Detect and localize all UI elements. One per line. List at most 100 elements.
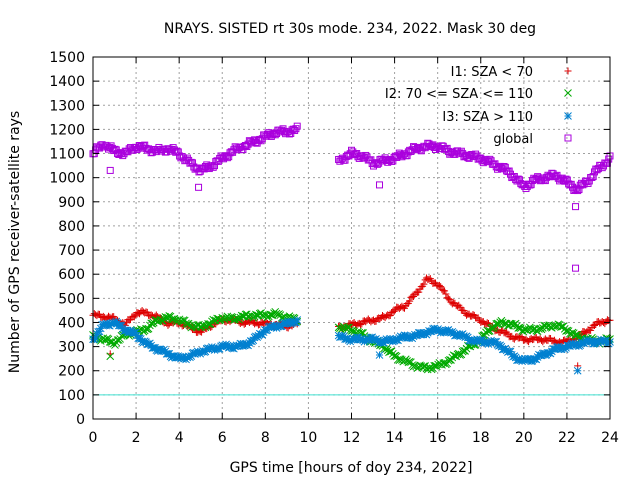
y-axis-label: Number of GPS receiver-satellite rays [7, 111, 23, 373]
y-tick-label: 1200 [49, 122, 85, 138]
data-point [442, 290, 450, 298]
y-tick-label: 500 [58, 291, 85, 307]
data-point [147, 319, 156, 328]
y-tick-label: 1300 [49, 98, 85, 114]
data-point [187, 352, 196, 360]
data-series [89, 122, 614, 375]
x-tick-label: 2 [132, 430, 141, 446]
legend-item: global [493, 132, 572, 147]
data-point [277, 322, 286, 331]
data-point [553, 343, 561, 352]
data-point [546, 349, 555, 358]
data-point [351, 335, 360, 344]
outlier-point [195, 183, 203, 191]
y-tick-label: 200 [58, 364, 85, 380]
data-point [136, 335, 145, 343]
x-tick-label: 22 [558, 430, 576, 446]
data-point [437, 283, 445, 291]
data-point [292, 125, 300, 133]
data-point [441, 287, 449, 295]
data-point [254, 331, 263, 340]
legend-item: I2: 70 <= SZA <= 110 [385, 87, 572, 102]
series-square [89, 122, 614, 195]
data-point [394, 336, 402, 345]
x-tick-label: 14 [386, 430, 404, 446]
data-point [131, 328, 140, 337]
y-tick-label: 1500 [49, 50, 85, 66]
data-point [143, 308, 151, 316]
data-point [223, 341, 232, 350]
data-point [406, 297, 414, 305]
legend-label: global [493, 132, 533, 147]
y-tick-label: 1400 [49, 74, 85, 90]
legend-label: I2: 70 <= SZA <= 110 [385, 87, 533, 102]
outlier-point [572, 203, 580, 211]
legend-label: I3: SZA > 110 [442, 110, 533, 125]
x-axis-label: GPS time [hours of doy 234, 2022] [230, 460, 473, 476]
data-point [293, 122, 301, 130]
data-point [345, 323, 353, 332]
data-point [435, 326, 444, 335]
data-point [224, 343, 233, 352]
data-point [105, 337, 114, 346]
data-point [533, 353, 542, 361]
data-point [201, 347, 210, 356]
y-tick-label: 1100 [49, 147, 85, 163]
data-point [164, 321, 172, 329]
legend-marker [564, 89, 572, 97]
data-point [117, 321, 126, 330]
outlier-point [572, 264, 580, 272]
data-point [263, 325, 272, 334]
data-point [244, 341, 252, 350]
data-point [557, 323, 565, 331]
data-point [514, 324, 523, 332]
data-point [292, 318, 300, 327]
data-point [118, 324, 127, 333]
data-point [420, 280, 428, 288]
data-point [435, 281, 443, 289]
data-point [95, 327, 104, 336]
y-tick-label: 300 [58, 340, 85, 356]
y-tick-label: 700 [58, 243, 85, 259]
data-point [589, 173, 597, 181]
chart-title: NRAYS. SISTED rt 30s mode. 234, 2022. Ma… [164, 21, 536, 37]
legend: I1: SZA < 70 I2: 70 <= SZA <= 110 I3: SZA … [385, 65, 572, 147]
data-point [421, 362, 430, 370]
outlier-point [573, 366, 582, 375]
data-point [405, 357, 414, 366]
data-point [111, 341, 119, 349]
data-point [357, 321, 365, 329]
data-point [217, 315, 225, 324]
x-tick-label: 6 [218, 430, 227, 446]
data-point [127, 327, 136, 335]
data-point [91, 334, 100, 342]
x-tick-label: 20 [515, 430, 533, 446]
legend-item: I1: SZA < 70 [451, 65, 572, 80]
data-point [204, 320, 212, 328]
data-point [408, 334, 417, 343]
x-tick-label: 12 [343, 430, 361, 446]
data-point [587, 326, 595, 334]
data-point [590, 322, 598, 330]
x-tick-label: 0 [89, 430, 98, 446]
data-point [373, 336, 382, 345]
data-point [258, 330, 267, 339]
outlier-point [376, 181, 384, 189]
outlier-point [375, 351, 384, 359]
data-point [293, 316, 302, 324]
data-point [526, 355, 534, 364]
data-point [146, 339, 154, 348]
data-point [215, 345, 224, 353]
legend-marker [564, 67, 572, 75]
data-point [228, 344, 237, 352]
y-tick-label: 100 [58, 388, 85, 404]
data-point [142, 308, 150, 316]
data-point [249, 336, 258, 345]
data-point [390, 307, 398, 315]
data-point [259, 328, 268, 337]
x-tick-label: 8 [261, 430, 270, 446]
data-point [386, 311, 394, 319]
x-tick-label: 18 [472, 430, 490, 446]
y-tick-label: 800 [58, 219, 85, 235]
